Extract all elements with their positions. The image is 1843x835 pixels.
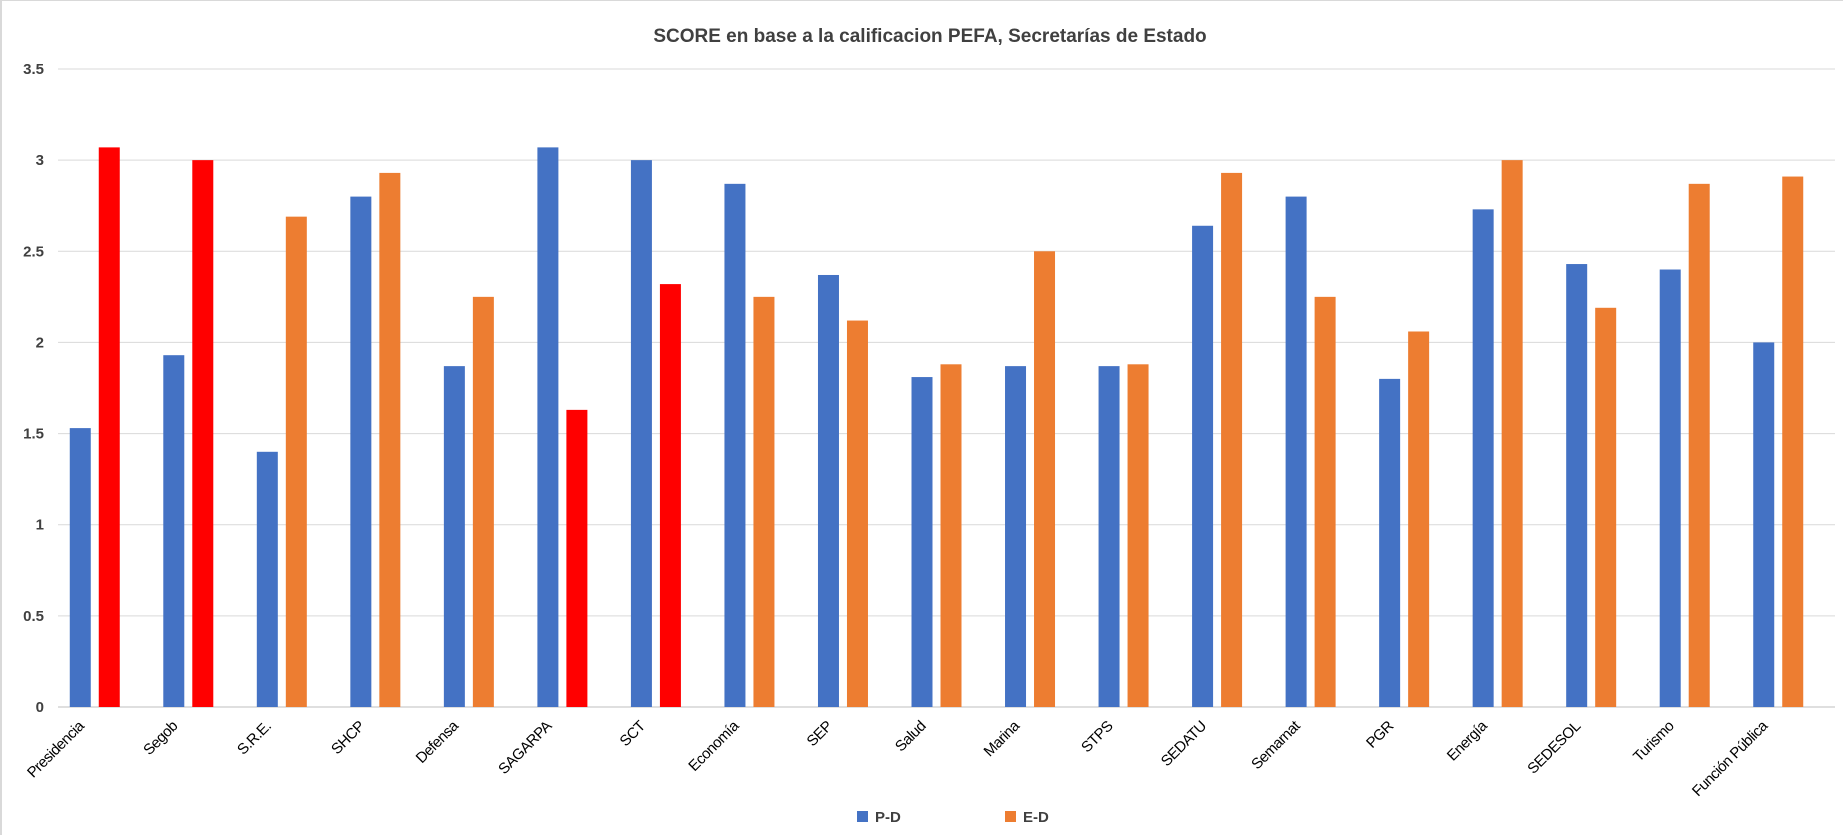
bar-e-d	[1314, 296, 1336, 707]
bar-e-d	[285, 216, 307, 707]
x-tick-label: Función Pública	[1689, 717, 1772, 800]
bar-p-d	[1192, 225, 1214, 707]
bar-p-d	[1566, 264, 1588, 707]
x-tick-label: Defensa	[413, 717, 463, 767]
x-tick-label: Economía	[685, 717, 743, 775]
x-axis-labels: Presidencia Segob S.R.E. SHCP Defensa SAGARPA…	[24, 717, 1772, 800]
y-tick-label: 2	[36, 334, 44, 351]
bar-e-d	[940, 364, 962, 707]
bar-p-d	[724, 183, 746, 708]
legend-label: P-D	[875, 809, 901, 826]
bar-e-d	[846, 320, 868, 707]
bar-p-d	[1659, 269, 1681, 707]
x-tick-label: PGR	[1363, 717, 1397, 751]
bar-e-d	[659, 284, 681, 707]
y-tick-label: 3.5	[23, 61, 44, 78]
y-tick-label: 0	[36, 699, 44, 716]
x-tick-label: Salud	[892, 718, 929, 755]
bar-e-d	[1782, 176, 1804, 707]
bar-p-d	[256, 451, 278, 707]
bar-e-d	[192, 160, 214, 708]
bar-p-d	[1753, 342, 1775, 707]
x-tick-label: SEDESOL	[1524, 718, 1584, 778]
x-tick-label: S.R.E.	[234, 718, 275, 759]
x-tick-label: SHCP	[328, 717, 368, 757]
y-axis-ticks: 0 0.5 1 1.5 2 2.5 3 3.5	[23, 61, 44, 716]
bar-p-d	[1472, 209, 1494, 708]
x-tick-label: Semarnat	[1248, 717, 1304, 773]
bar-p-d	[350, 196, 372, 707]
bar-e-d	[1408, 331, 1430, 707]
bar-p-d	[163, 355, 185, 707]
bar-e-d	[1127, 364, 1149, 707]
bar-e-d	[1221, 172, 1243, 708]
x-tick-label: Marina	[981, 717, 1024, 760]
x-tick-label: SCT	[617, 718, 649, 750]
bar-e-d	[98, 147, 120, 707]
bar-p-d	[911, 377, 933, 707]
y-tick-label: 0.5	[23, 608, 44, 625]
bar-p-d	[443, 366, 465, 707]
x-tick-label: SEDATU	[1158, 718, 1210, 770]
x-tick-label: Presidencia	[24, 717, 88, 781]
bar-e-d	[1688, 183, 1710, 708]
bar-e-d	[1034, 251, 1056, 708]
legend-swatch	[1005, 811, 1016, 822]
y-tick-label: 1	[36, 517, 44, 534]
bar-p-d	[69, 428, 91, 707]
bar-p-d	[1005, 366, 1027, 707]
bar-e-d	[1501, 160, 1523, 708]
bar-p-d	[1098, 366, 1120, 707]
bar-p-d	[630, 160, 652, 708]
y-tick-label: 3	[36, 152, 44, 169]
x-tick-label: STPS	[1078, 717, 1117, 756]
x-tick-label: Segob	[140, 718, 181, 759]
legend-label: E-D	[1023, 809, 1049, 826]
bar-p-d	[537, 147, 559, 707]
bar-e-d	[1595, 307, 1617, 707]
bar-p-d	[817, 274, 839, 707]
legend-swatch	[857, 811, 868, 822]
x-tick-label: Energía	[1444, 717, 1492, 765]
bar-p-d	[1379, 378, 1401, 707]
y-tick-label: 1.5	[23, 426, 44, 443]
bar-e-d	[753, 296, 775, 707]
x-tick-label: SEP	[804, 717, 837, 750]
x-tick-label: Turismo	[1630, 718, 1678, 766]
bars	[69, 147, 1804, 708]
bar-e-d	[379, 172, 401, 708]
bar-e-d	[472, 296, 494, 707]
chart-title: SCORE en base a la calificacion PEFA, Se…	[653, 26, 1206, 47]
legend: P-D E-D	[857, 809, 1049, 826]
bar-e-d	[566, 409, 588, 707]
y-tick-label: 2.5	[23, 243, 44, 260]
bar-p-d	[1285, 196, 1307, 707]
x-tick-label: SAGARPA	[495, 717, 555, 777]
